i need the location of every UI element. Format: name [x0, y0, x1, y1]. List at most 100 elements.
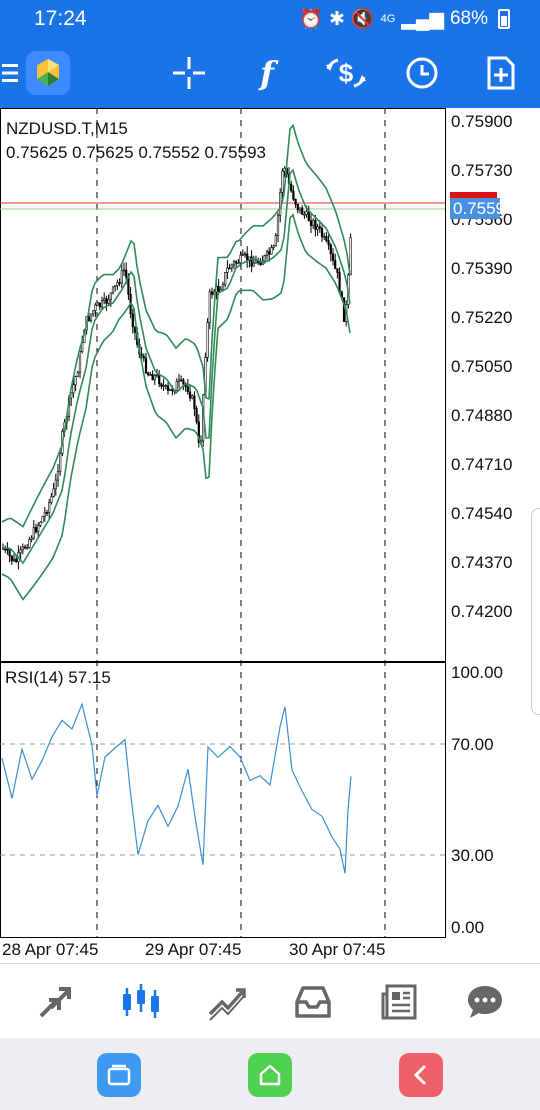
- nav-messages[interactable]: [440, 964, 530, 1039]
- candle-body: [276, 214, 280, 236]
- symbols-button[interactable]: $: [320, 38, 372, 108]
- candle-body: [10, 555, 13, 562]
- candle-body: [224, 272, 227, 285]
- candle-body: [151, 374, 154, 381]
- candle-body: [241, 253, 244, 256]
- rsi-frame: [0, 662, 446, 938]
- candle-body: [56, 470, 60, 481]
- candle-body: [188, 391, 192, 399]
- nav-history[interactable]: [268, 964, 358, 1039]
- ohlc-label: 0.75625 0.75625 0.75552 0.75593: [6, 143, 266, 162]
- rsi-tick: 70.00: [451, 735, 494, 754]
- candle-body: [59, 453, 62, 472]
- candle-body: [279, 192, 282, 216]
- rsi-path: [1, 702, 352, 874]
- candle-body: [272, 245, 275, 248]
- candle-body: [303, 214, 306, 216]
- candle-body: [72, 384, 75, 394]
- candle-body: [221, 284, 225, 290]
- candle-body: [175, 381, 178, 391]
- chart-area[interactable]: NZDUSD.T,M15 0.75625 0.75625 0.75552 0.7…: [0, 108, 540, 963]
- nav-quotes[interactable]: [10, 964, 100, 1039]
- candle-body: [155, 374, 159, 377]
- candle-body: [334, 260, 337, 269]
- indicators-button[interactable]: f: [243, 38, 291, 108]
- candle-body: [290, 183, 293, 192]
- bollinger-bands: [1, 123, 351, 601]
- price-tick: 0.74540: [451, 504, 513, 523]
- candle-body: [107, 299, 110, 304]
- candle-body: [28, 539, 31, 548]
- candle-body: [19, 549, 22, 554]
- candle-body: [8, 549, 11, 557]
- battery-icon: [498, 9, 510, 29]
- nav-charts[interactable]: [96, 964, 186, 1039]
- home-icon: [259, 1064, 281, 1086]
- candle-body: [111, 286, 115, 294]
- candle-body: [307, 211, 310, 222]
- candle-body: [100, 300, 104, 308]
- timeframe-button[interactable]: [398, 38, 446, 108]
- candle-body: [48, 502, 51, 513]
- candle-body: [144, 357, 148, 374]
- candle-body: [281, 170, 284, 193]
- newspaper-icon: [381, 984, 417, 1019]
- trend-icon: [208, 987, 246, 1021]
- candle-body: [12, 558, 16, 562]
- scroll-handle[interactable]: [531, 508, 540, 715]
- nav-news[interactable]: [354, 964, 444, 1039]
- battery-percent: 68%: [449, 8, 488, 29]
- candle-body: [50, 496, 53, 503]
- candle-body: [177, 379, 181, 382]
- candle-body: [349, 237, 352, 276]
- candle-body: [116, 282, 119, 286]
- candle-body: [21, 546, 24, 551]
- new-order-button[interactable]: [477, 38, 525, 108]
- back-button[interactable]: [399, 1053, 443, 1097]
- candle-body: [78, 351, 82, 374]
- candle-body: [39, 521, 42, 526]
- metatrader-logo-icon: [26, 51, 70, 95]
- candle-body: [94, 304, 97, 311]
- nav-trade[interactable]: [182, 964, 272, 1039]
- middle-band: [2, 168, 351, 565]
- candle-body: [153, 374, 156, 381]
- candle-body: [318, 226, 321, 229]
- chart-canvas[interactable]: [0, 108, 540, 963]
- add-document-icon: [487, 56, 515, 90]
- candle-body: [74, 376, 77, 386]
- home-button[interactable]: [248, 1053, 292, 1097]
- candle-body: [166, 385, 170, 391]
- lower-band: [1, 213, 351, 601]
- candle-body: [243, 253, 247, 256]
- rsi-line: [1, 702, 352, 874]
- price-tick: 0.75730: [451, 161, 513, 180]
- candle-body: [259, 262, 262, 266]
- candle-body: [96, 302, 99, 306]
- candle-body: [232, 261, 236, 266]
- candle-body: [41, 516, 44, 523]
- upper-band: [1, 123, 351, 528]
- candle-body: [228, 267, 231, 270]
- dollar-arrows-icon: $: [326, 58, 366, 88]
- candle-body: [305, 211, 308, 215]
- status-icons: ⏰ ✱ 🔇 4G ▂▄▆ 68%: [299, 7, 510, 31]
- candle-body: [6, 548, 9, 551]
- candle-body: [142, 356, 145, 359]
- price-tick: 0.75900: [451, 112, 513, 131]
- time-tick: 28 Apr 07:45: [2, 940, 99, 959]
- candle-body: [89, 313, 93, 321]
- candle-body: [52, 488, 55, 497]
- candle-body: [103, 298, 106, 301]
- price-tick: 0.75220: [451, 308, 513, 327]
- network-type-label: 4G: [380, 13, 396, 25]
- app-logo[interactable]: [24, 38, 72, 108]
- crosshair-button[interactable]: [165, 38, 213, 108]
- menu-button[interactable]: [0, 38, 20, 108]
- candle-body: [325, 236, 328, 242]
- candle-body: [327, 240, 330, 246]
- candle-body: [160, 383, 163, 387]
- candle-body: [105, 298, 108, 304]
- recent-apps-button[interactable]: [97, 1053, 141, 1097]
- clock-icon: [406, 57, 438, 89]
